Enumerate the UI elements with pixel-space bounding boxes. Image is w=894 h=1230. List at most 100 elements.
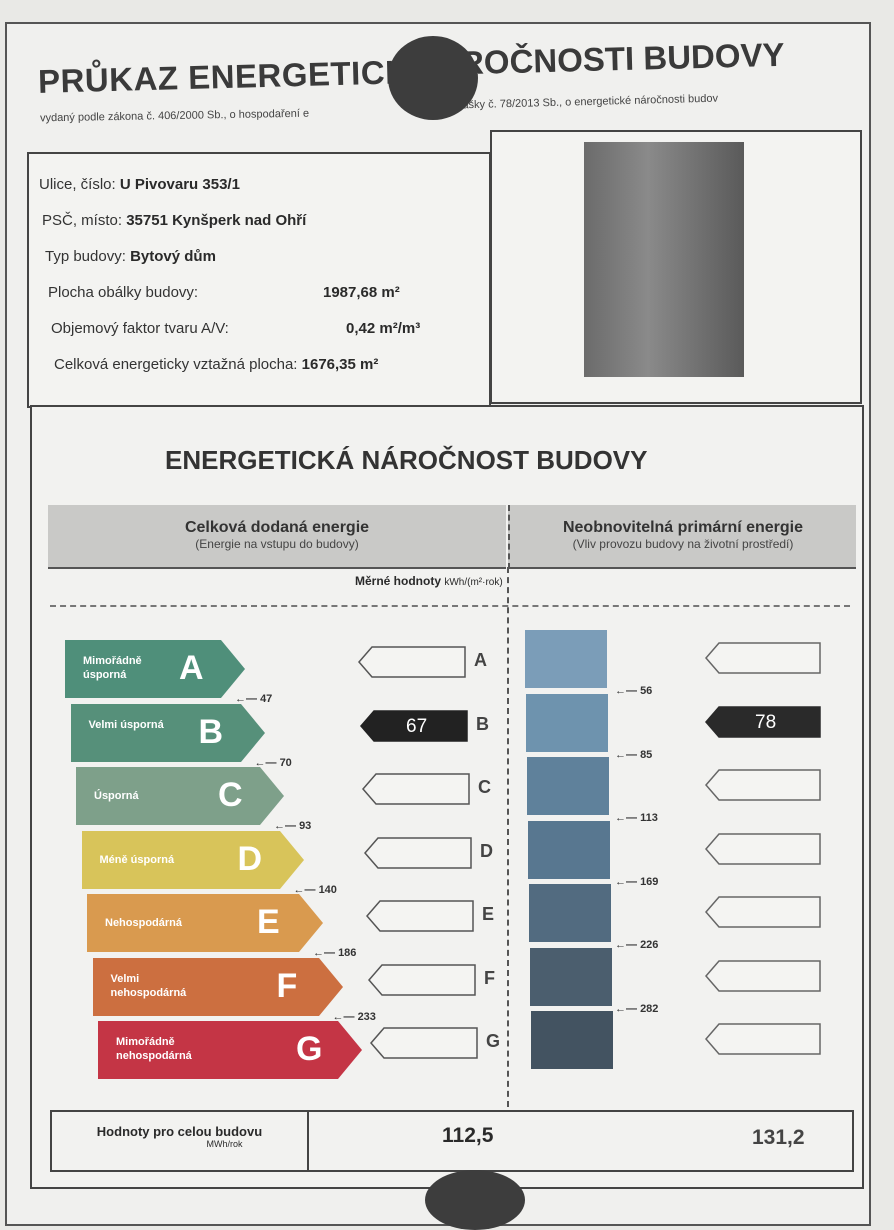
info-value: 1987,68 m²	[323, 284, 400, 301]
delivered-empty-marker	[364, 836, 472, 869]
class-label: Méně úsporná	[99, 853, 175, 866]
primary-energy-title: Neobnovitelná primární energie	[562, 519, 804, 536]
delivered-class-letter: C	[478, 777, 491, 797]
primary-threshold: ←— 282	[615, 1002, 659, 1015]
units: kWh/(m²·rok)	[444, 577, 503, 588]
info-value: 1676,35 m²	[301, 356, 379, 373]
primary-class-bar-G	[531, 1011, 613, 1069]
primary-empty-marker	[705, 1023, 821, 1055]
threshold-value: 70	[279, 756, 292, 769]
primary-rating-value: 78	[755, 711, 777, 733]
info-label: Objemový faktor tvaru A/V:	[51, 320, 229, 337]
info-value: Bytový dům	[130, 248, 216, 265]
info-label: PSČ, místo:	[42, 212, 123, 229]
class-label: Velmi nehospodárná	[110, 972, 187, 999]
building-photo-frame	[490, 130, 862, 404]
delivered-empty-marker	[362, 773, 470, 805]
threshold-value: 169	[640, 875, 659, 888]
class-letter: B	[198, 712, 224, 751]
delivered-threshold: ←— 47	[235, 693, 273, 705]
primary-class-bar-E	[529, 884, 611, 942]
primary-energy-subtitle: (Vliv provozu budovy na životní prostřed…	[572, 537, 794, 551]
info-row: PSČ, místo: 35751 Kynšperk nad Ohří	[42, 212, 306, 229]
primary-threshold: ←— 85	[615, 748, 653, 761]
class-letter: G	[296, 1030, 323, 1068]
footer-label: Hodnoty pro celou budovu	[96, 1124, 263, 1139]
building-info: Ulice, číslo: U Pivovaru 353/1 PSČ, místo…	[27, 152, 491, 408]
threshold-value: 85	[640, 748, 653, 761]
info-row: Typ budovy: Bytový dům	[45, 248, 216, 265]
info-label: Celková energeticky vztažná plocha:	[54, 356, 298, 373]
info-label: Ulice, číslo:	[39, 176, 116, 193]
info-value: U Pivovaru 353/1	[119, 176, 240, 193]
info-row: Plocha obálky budovy: 1987,68 m²	[48, 284, 400, 301]
primary-rating-marker: 78	[705, 705, 821, 738]
divider	[50, 605, 850, 607]
info-row: Celková energeticky vztažná plocha: 1676…	[54, 356, 378, 373]
class-label: Mimořádně nehospodárná	[116, 1036, 192, 1062]
footer-primary-total: 131,2	[752, 1126, 805, 1149]
primary-class-bar-B	[526, 693, 608, 752]
threshold-value: 56	[640, 685, 653, 697]
class-arrow-F: Velmi nehospodárná F	[92, 957, 343, 1016]
class-arrow-E: Nehospodárná E	[87, 894, 323, 952]
delivered-threshold: ←— 140	[293, 883, 337, 896]
class-letter: A	[179, 649, 204, 687]
primary-energy-header: Neobnovitelná primární energie (Vliv pro…	[508, 505, 856, 569]
delivered-empty-marker	[368, 963, 476, 996]
section-title: ENERGETICKÁ NÁROČNOST BUDOVY	[165, 445, 648, 475]
info-row: Objemový faktor tvaru A/V: 0,42 m²/m³	[51, 320, 420, 337]
delivered-class-letter: E	[482, 904, 495, 924]
delivered-class-letter: B	[476, 713, 489, 734]
delivered-energy-subtitle: (Energie na vstupu do budovy)	[195, 537, 359, 551]
threshold-value: 140	[318, 883, 337, 896]
class-label: Nehospodárná	[105, 917, 183, 929]
threshold-value: 47	[260, 693, 273, 705]
footer-label-cell: Hodnoty pro celou budovu MWh/rok	[52, 1112, 309, 1170]
threshold-value: 113	[640, 812, 658, 824]
delivered-class-letter: F	[484, 967, 495, 988]
class-label: Úsporná	[94, 790, 139, 802]
class-arrow-G: Mimořádně nehospodárná G	[98, 1021, 362, 1079]
delivered-threshold: ←— 93	[274, 820, 312, 832]
threshold-value: 226	[640, 939, 659, 951]
column-divider	[507, 567, 509, 1107]
info-value: 0,42 m²/m³	[346, 320, 421, 337]
primary-empty-marker	[705, 832, 821, 865]
class-arrow-D: Méně úsporná D	[81, 830, 304, 889]
primary-empty-marker	[705, 769, 821, 801]
primary-class-bar-F	[530, 947, 612, 1006]
primary-empty-marker	[705, 642, 821, 674]
threshold-value: 186	[338, 947, 357, 959]
class-arrow-A: Mimořádně úsporná A	[65, 640, 245, 698]
footer-totals: Hodnoty pro celou budovu MWh/rok 112,5 1…	[50, 1110, 854, 1172]
threshold-value: 282	[640, 1002, 659, 1015]
class-letter: F	[276, 966, 298, 1005]
primary-threshold: ←— 169	[615, 875, 659, 888]
footer-delivered-total: 112,5	[442, 1124, 494, 1147]
delivered-energy-title: Celková dodaná energie	[184, 519, 370, 536]
units-row: Měrné hodnoty kWh/(m²·rok)	[355, 574, 503, 588]
delivered-threshold: ←— 70	[254, 756, 292, 769]
delivered-rating-value: 67	[406, 715, 428, 737]
info-label: Typ budovy:	[45, 248, 126, 265]
threshold-value: 93	[299, 820, 312, 832]
info-label: Plocha obálky budovy:	[48, 284, 199, 301]
delivered-energy-header: Celková dodaná energie (Energie na vstup…	[48, 505, 506, 569]
units-label: Měrné hodnoty	[355, 574, 441, 588]
class-letter: D	[237, 839, 263, 878]
primary-threshold: ←— 113	[615, 812, 658, 824]
primary-empty-marker	[705, 959, 821, 992]
threshold-value: 233	[357, 1010, 376, 1023]
info-value: 35751 Kynšperk nad Ohří	[126, 212, 307, 229]
primary-class-bar-D	[528, 820, 610, 879]
building-photo	[584, 142, 744, 377]
primary-class-bar-C	[527, 757, 609, 815]
primary-threshold: ←— 56	[615, 685, 653, 697]
delivered-empty-marker	[366, 900, 474, 932]
primary-empty-marker	[705, 896, 821, 928]
delivered-threshold: ←— 186	[313, 947, 357, 959]
delivered-class-letter: D	[480, 840, 493, 861]
delivered-rating-marker: 67	[360, 709, 468, 742]
class-letter: E	[257, 903, 280, 941]
